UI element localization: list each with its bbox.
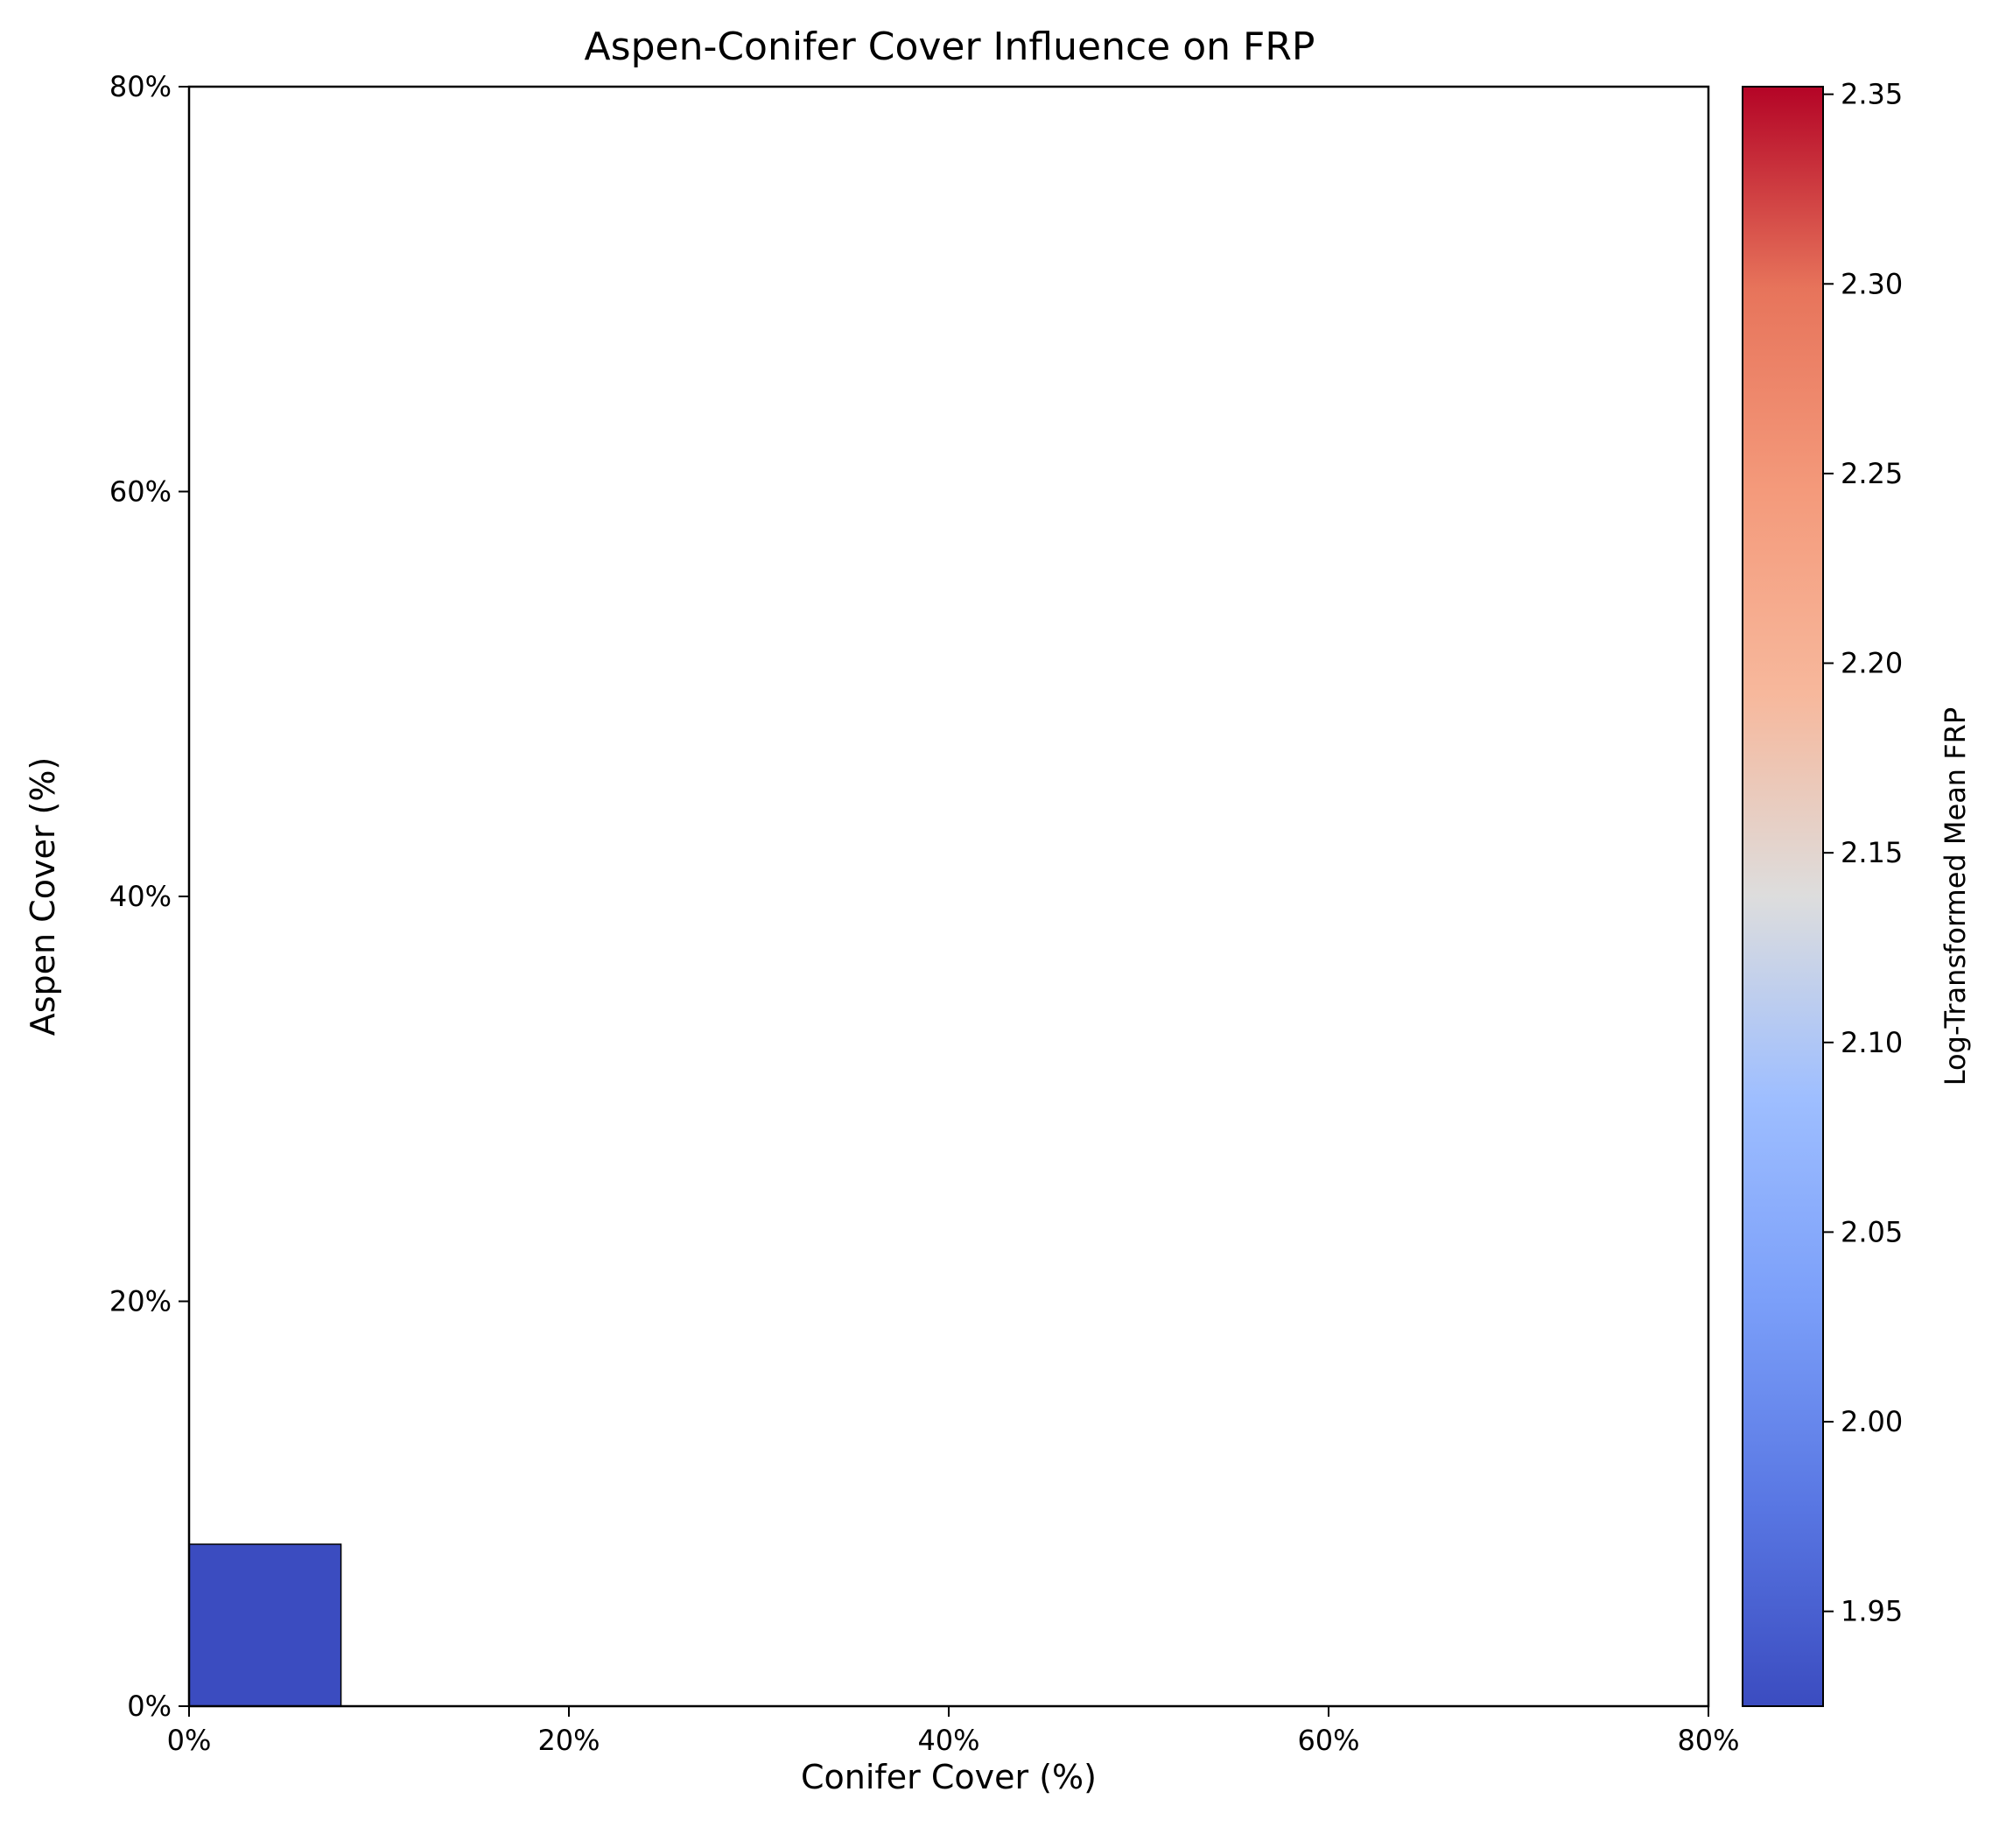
y-tick-label: 40% xyxy=(109,880,172,913)
colorbar-ticks: 1.95 2.00 2.05 2.10 2.15 2.20 2.25 2.30 2.35 xyxy=(1823,78,1903,1628)
y-tick-label: 0% xyxy=(127,1690,172,1723)
colorbar-tick-label: 2.05 xyxy=(1841,1215,1903,1248)
y-tick-label: 20% xyxy=(109,1285,172,1318)
colorbar-label: Log-Transformed Mean FRP xyxy=(1939,707,1972,1086)
y-axis: 0% 20% 40% 60% 80% xyxy=(109,70,189,1723)
x-axis: 0% 20% 40% 60% 80% xyxy=(167,1706,1740,1757)
colorbar-tick-label: 2.15 xyxy=(1841,836,1903,869)
colorbar-tick-label: 2.10 xyxy=(1841,1026,1903,1059)
x-tick-label: 40% xyxy=(917,1724,979,1757)
colorbar-tick-label: 2.20 xyxy=(1841,647,1903,680)
colorbar-tick-label: 2.25 xyxy=(1841,457,1903,490)
colorbar-tick-label: 2.35 xyxy=(1841,78,1903,111)
x-tick-label: 60% xyxy=(1297,1724,1359,1757)
heatmap-cell xyxy=(188,1543,342,1707)
colorbar-tick-label: 2.30 xyxy=(1841,267,1903,300)
x-tick-label: 0% xyxy=(167,1724,212,1757)
y-tick-label: 80% xyxy=(109,70,172,103)
x-tick-label: 20% xyxy=(537,1724,600,1757)
colorbar-tick-label: 2.00 xyxy=(1841,1405,1903,1438)
y-axis-label: Aspen Cover (%) xyxy=(24,757,62,1036)
plot-area-frame xyxy=(187,85,1710,1708)
y-tick-label: 60% xyxy=(109,475,172,509)
heatmap-cells xyxy=(188,1543,342,1707)
x-axis-label: Conifer Cover (%) xyxy=(801,1758,1097,1796)
colorbar-tick-label: 1.95 xyxy=(1841,1595,1903,1628)
x-tick-label: 80% xyxy=(1677,1724,1739,1757)
colorbar xyxy=(1742,86,1824,1707)
chart-title: Aspen-Conifer Cover Influence on FRP xyxy=(585,25,1315,69)
